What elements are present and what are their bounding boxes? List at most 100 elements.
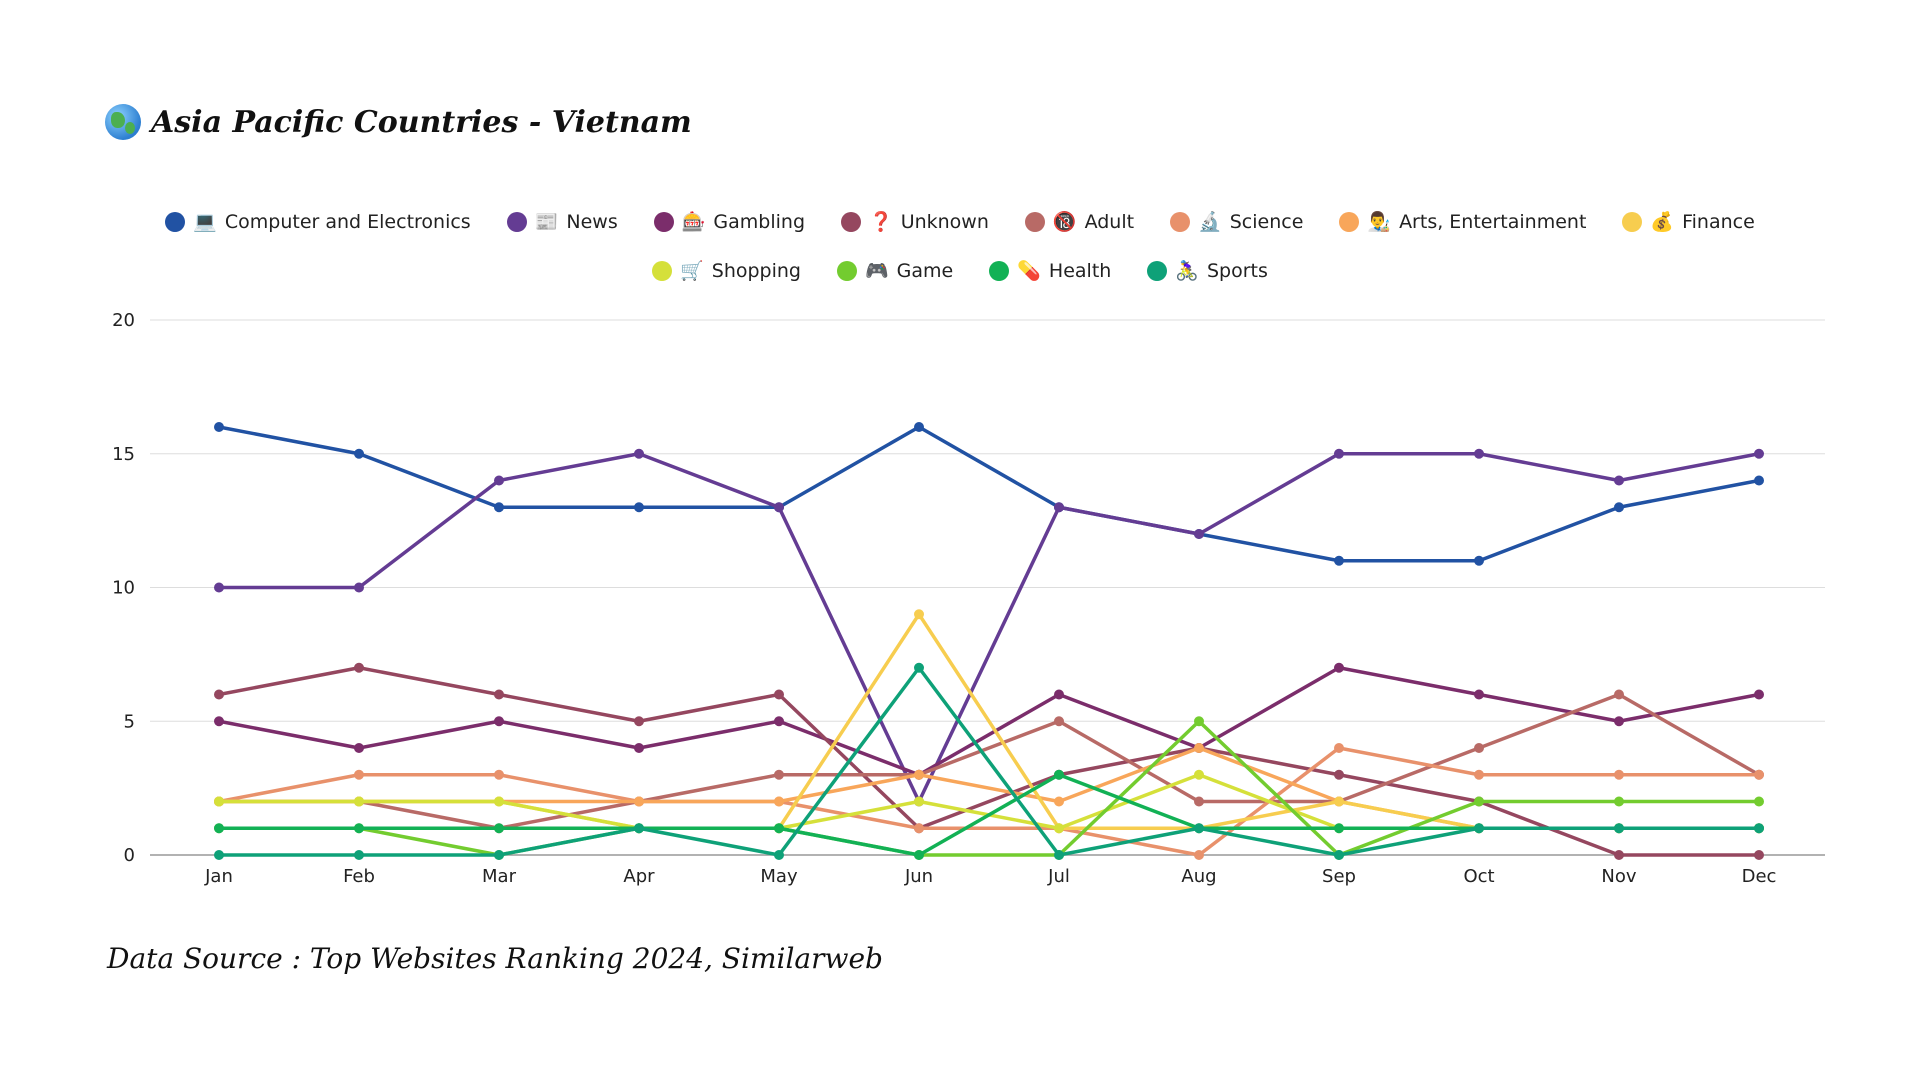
data-point-news[interactable]: [1194, 529, 1204, 539]
data-point-news[interactable]: [1054, 502, 1064, 513]
data-point-gambling[interactable]: [1474, 689, 1484, 700]
data-point-adult[interactable]: [1614, 689, 1624, 700]
data-point-game[interactable]: [1474, 796, 1484, 807]
data-point-science[interactable]: [1194, 850, 1204, 860]
data-point-news[interactable]: [1614, 475, 1624, 486]
data-point-sports[interactable]: [634, 823, 644, 834]
series-line-science[interactable]: [217, 746, 1761, 857]
series-line-adult[interactable]: [217, 692, 1761, 830]
data-point-arts-entertainment[interactable]: [634, 796, 644, 807]
data-point-shopping[interactable]: [494, 796, 504, 807]
data-point-unknown[interactable]: [354, 662, 364, 673]
data-point-gambling[interactable]: [1614, 716, 1624, 727]
data-point-arts-entertainment[interactable]: [1194, 743, 1204, 753]
data-point-news[interactable]: [1474, 448, 1484, 459]
data-point-computer-and-electronics[interactable]: [914, 422, 924, 432]
data-point-unknown[interactable]: [1614, 850, 1624, 860]
data-point-gambling[interactable]: [1334, 662, 1344, 673]
data-point-gambling[interactable]: [214, 716, 224, 727]
data-point-gambling[interactable]: [1054, 689, 1064, 700]
data-point-science[interactable]: [914, 823, 924, 834]
series-line-unknown[interactable]: [217, 666, 1761, 857]
data-point-sports[interactable]: [914, 662, 924, 673]
data-point-news[interactable]: [494, 475, 504, 486]
data-point-science[interactable]: [1474, 769, 1484, 780]
series-line-computer-and-electronics[interactable]: [217, 425, 1761, 563]
data-point-health[interactable]: [1334, 823, 1344, 834]
data-point-unknown[interactable]: [774, 689, 784, 700]
data-point-gambling[interactable]: [774, 716, 784, 727]
data-point-unknown[interactable]: [634, 716, 644, 727]
legend-item-news[interactable]: 📰 News: [506, 210, 618, 233]
data-point-finance[interactable]: [1334, 796, 1344, 807]
data-point-game[interactable]: [1614, 796, 1624, 807]
data-point-sports[interactable]: [1614, 823, 1624, 834]
series-line-sports[interactable]: [217, 666, 1761, 857]
data-point-arts-entertainment[interactable]: [914, 769, 924, 780]
data-point-game[interactable]: [1194, 716, 1204, 727]
legend-item-adult[interactable]: 🔞 Adult: [1024, 210, 1134, 233]
series-line-gambling[interactable]: [217, 666, 1761, 777]
data-point-sports[interactable]: [1334, 850, 1344, 860]
data-point-arts-entertainment[interactable]: [1054, 796, 1064, 807]
legend-item-game[interactable]: 🎮 Game: [837, 259, 953, 282]
legend-item-finance[interactable]: 💰 Finance: [1622, 210, 1755, 233]
data-point-shopping[interactable]: [1054, 823, 1064, 834]
data-point-news[interactable]: [1334, 448, 1344, 459]
data-point-finance[interactable]: [914, 609, 924, 620]
data-point-adult[interactable]: [1474, 743, 1484, 753]
data-point-adult[interactable]: [1194, 796, 1204, 807]
data-point-news[interactable]: [354, 582, 364, 593]
data-point-gambling[interactable]: [634, 743, 644, 753]
data-point-science[interactable]: [1334, 743, 1344, 753]
legend-item-unknown[interactable]: ❓ Unknown: [841, 210, 989, 233]
legend-item-arts-entertainment[interactable]: 👨‍🎨 Arts, Entertainment: [1339, 210, 1586, 233]
data-point-computer-and-electronics[interactable]: [494, 502, 504, 513]
data-point-news[interactable]: [214, 582, 224, 593]
data-point-computer-and-electronics[interactable]: [1614, 502, 1624, 513]
data-point-health[interactable]: [1054, 769, 1064, 780]
data-point-computer-and-electronics[interactable]: [1474, 555, 1484, 566]
data-point-game[interactable]: [1754, 796, 1764, 807]
data-point-computer-and-electronics[interactable]: [1754, 475, 1764, 486]
data-point-computer-and-electronics[interactable]: [1334, 555, 1344, 566]
series-line-news[interactable]: [217, 452, 1761, 804]
data-point-sports[interactable]: [354, 850, 364, 860]
data-point-computer-and-electronics[interactable]: [634, 502, 644, 513]
data-point-news[interactable]: [1754, 448, 1764, 459]
data-point-health[interactable]: [914, 850, 924, 860]
data-point-science[interactable]: [1614, 769, 1624, 780]
data-point-shopping[interactable]: [354, 796, 364, 807]
data-point-gambling[interactable]: [494, 716, 504, 727]
data-point-gambling[interactable]: [1754, 689, 1764, 700]
data-point-computer-and-electronics[interactable]: [354, 448, 364, 459]
data-point-health[interactable]: [774, 823, 784, 834]
data-point-sports[interactable]: [1054, 850, 1064, 860]
data-point-sports[interactable]: [1754, 823, 1764, 834]
legend-item-sports[interactable]: 🚴‍♀️ Sports: [1147, 259, 1268, 282]
data-point-computer-and-electronics[interactable]: [214, 422, 224, 432]
data-point-unknown[interactable]: [1334, 769, 1344, 780]
data-point-unknown[interactable]: [494, 689, 504, 700]
data-point-adult[interactable]: [1054, 716, 1064, 727]
data-point-science[interactable]: [1754, 769, 1764, 780]
data-point-shopping[interactable]: [914, 796, 924, 807]
data-point-sports[interactable]: [214, 850, 224, 860]
data-point-science[interactable]: [354, 769, 364, 780]
data-point-science[interactable]: [494, 769, 504, 780]
data-point-sports[interactable]: [1474, 823, 1484, 834]
data-point-sports[interactable]: [494, 850, 504, 860]
data-point-adult[interactable]: [774, 769, 784, 780]
data-point-health[interactable]: [494, 823, 504, 834]
data-point-sports[interactable]: [774, 850, 784, 860]
data-point-unknown[interactable]: [214, 689, 224, 700]
data-point-news[interactable]: [774, 502, 784, 513]
data-point-health[interactable]: [214, 823, 224, 834]
legend-item-science[interactable]: 🔬 Science: [1170, 210, 1303, 233]
legend-item-gambling[interactable]: 🎰 Gambling: [653, 210, 805, 233]
legend-item-shopping[interactable]: 🛒 Shopping: [652, 259, 801, 282]
data-point-arts-entertainment[interactable]: [774, 796, 784, 807]
data-point-unknown[interactable]: [1754, 850, 1764, 860]
data-point-shopping[interactable]: [1194, 769, 1204, 780]
data-point-shopping[interactable]: [214, 796, 224, 807]
